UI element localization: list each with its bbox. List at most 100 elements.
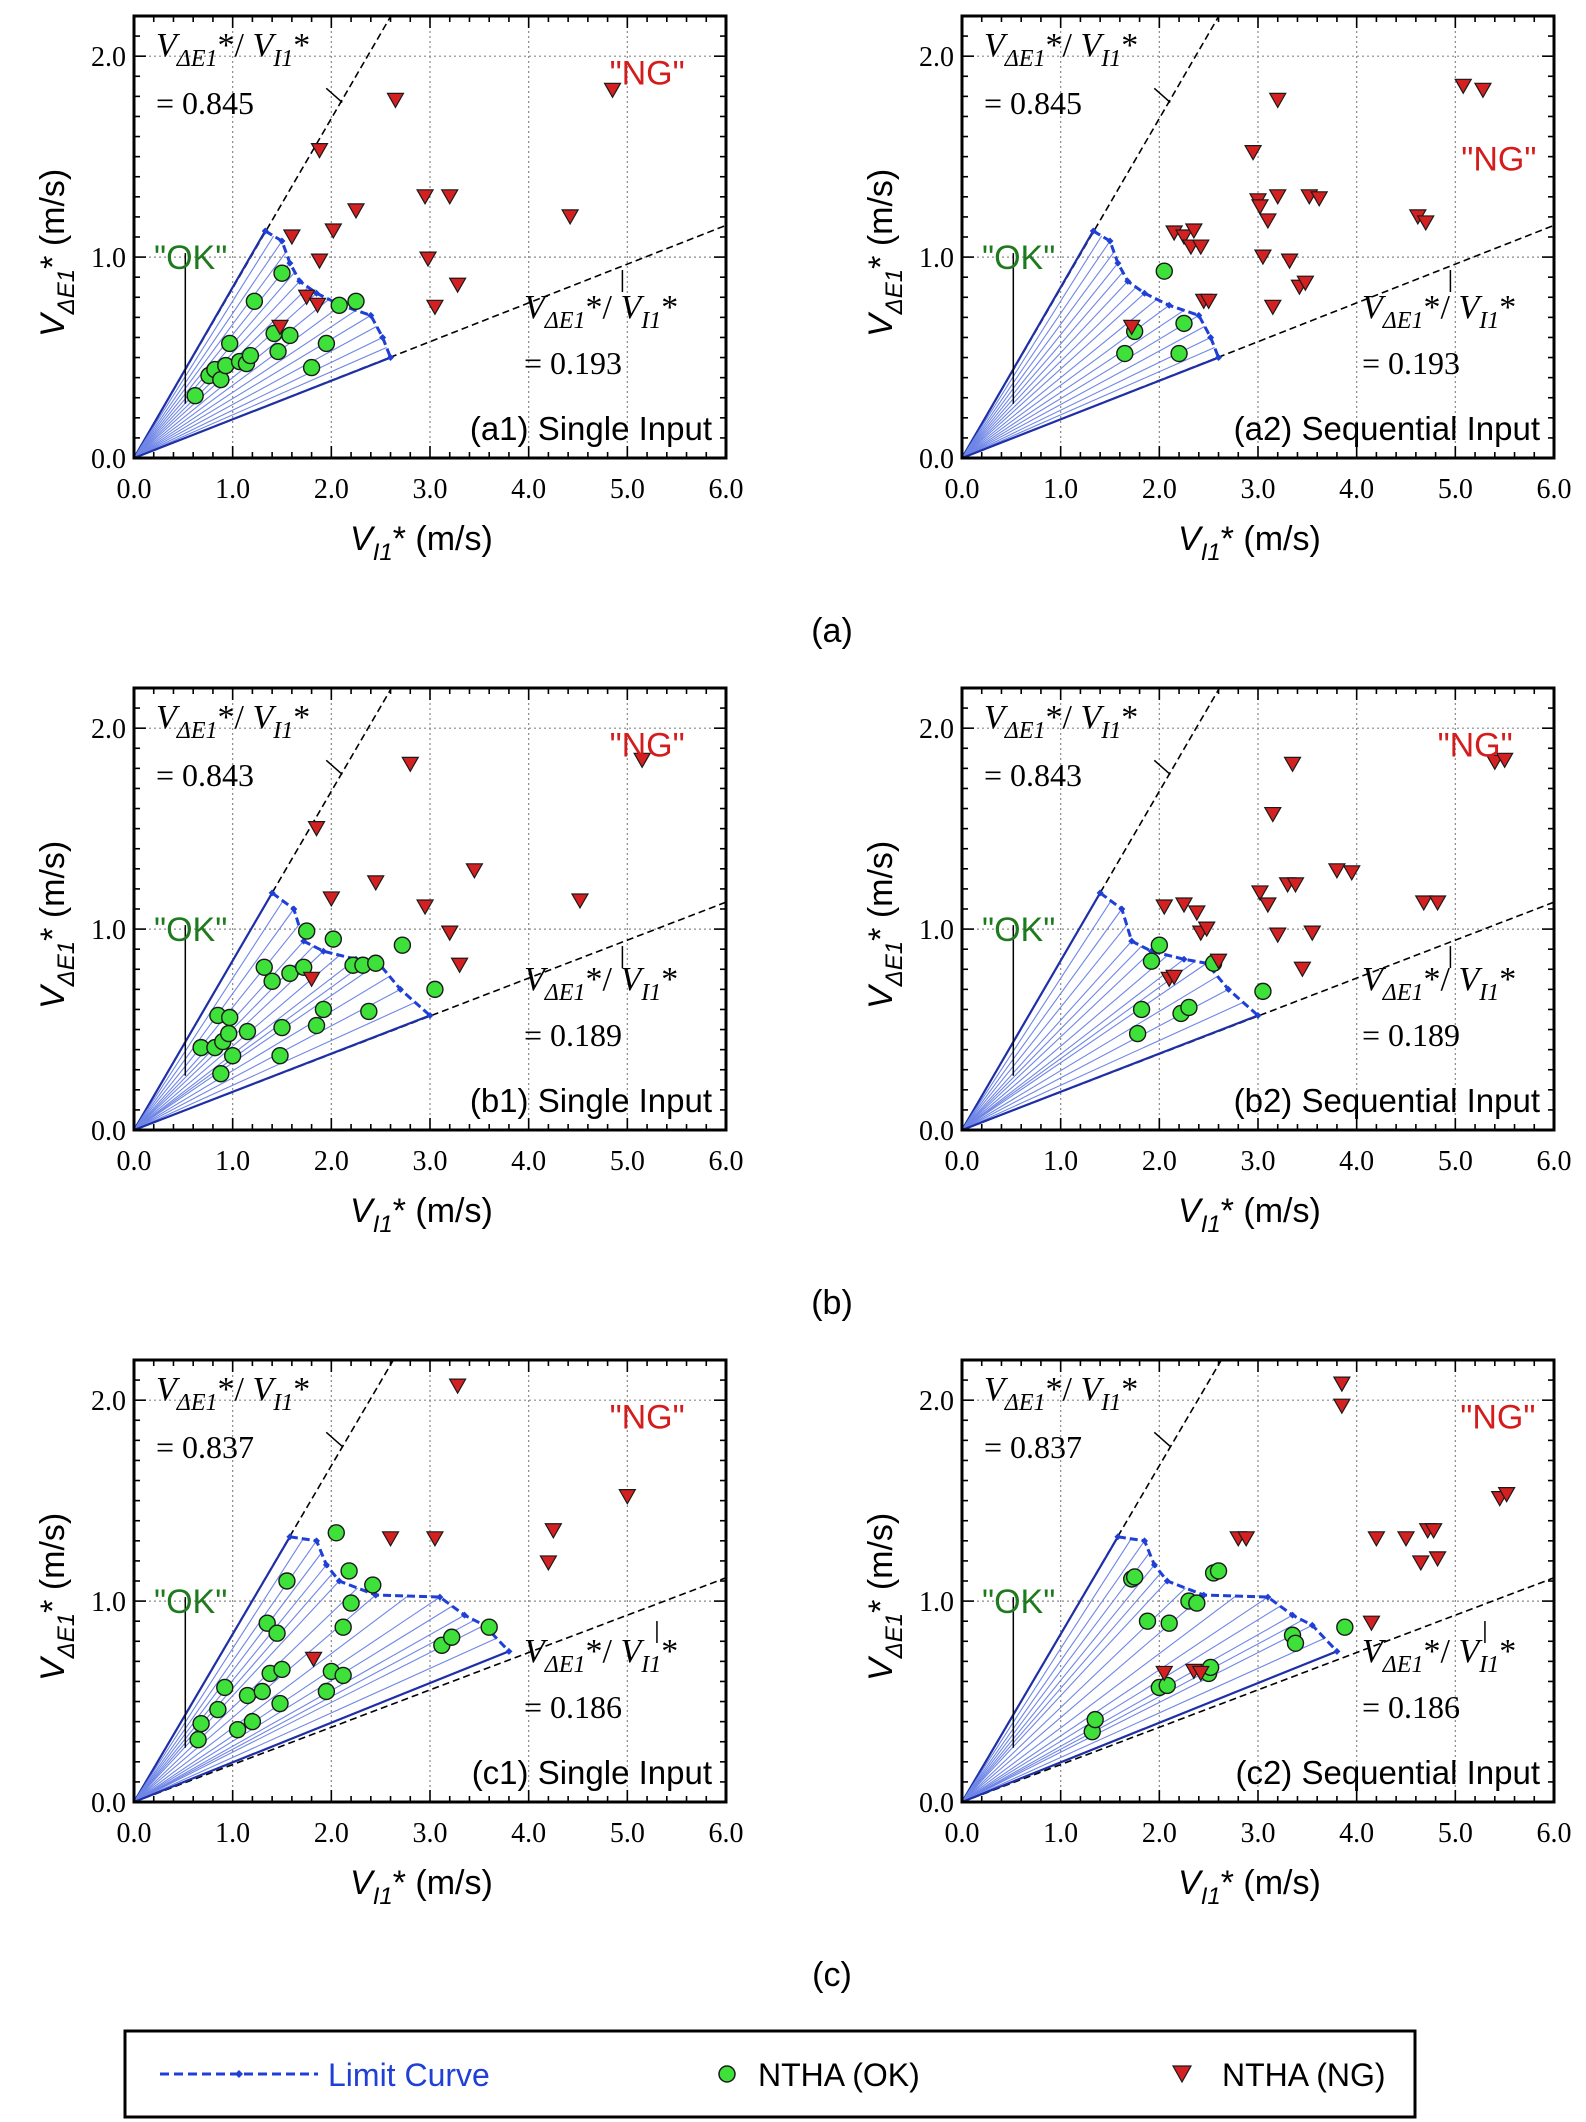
upper-ratio-pointer [1153,87,1171,103]
ticks [133,1359,727,1803]
ng-point [1155,1665,1174,1682]
upper-ratio-label: VΔE1*/ VI1* [984,699,1138,744]
fan-line [962,286,1137,458]
ok-point [393,936,412,954]
limit-curve-marker [268,889,276,897]
fan-line [134,954,341,1130]
ok-point [241,346,260,365]
ok-point [192,1714,210,1733]
fan-line [962,298,1158,458]
ok-point [223,1046,242,1065]
x-tick-label: 6.0 [1537,1818,1572,1849]
ng-point [1187,905,1206,922]
fan-line [134,325,377,458]
fan-line [962,336,1211,458]
ng-point [570,893,590,910]
ng-point [1396,1531,1416,1548]
fan-line [962,1014,1259,1130]
panel-title-b2: (b2) Sequential Input [1234,1082,1540,1119]
x-tick-label: 4.0 [1339,474,1374,505]
y-tick-label: 2.0 [919,714,954,745]
ok-point [314,1000,333,1019]
limit-curve-marker [461,1611,469,1619]
ng-point [1191,1665,1210,1682]
x-tick-label: 5.0 [1438,1146,1473,1177]
upper-ratio-label: VΔE1*/ VI1* [156,699,310,744]
fan-line [134,962,380,1130]
y-tick-label: 2.0 [91,714,126,745]
fan-line [962,945,1142,1130]
x-tick-label: 2.0 [314,1146,349,1177]
ok-point [221,334,239,353]
fan-line [962,950,1152,1130]
ng-point [308,297,327,314]
ok-point [243,1712,262,1731]
ng-point [416,899,435,916]
fan-line [134,960,368,1130]
ng-point [1293,961,1312,978]
fan-line [962,962,1208,1130]
limit-curve-marker [505,1647,513,1655]
ng-point [1497,1487,1516,1503]
ng-point [1184,223,1203,240]
fan-line [962,1572,1162,1802]
fan-line [134,924,300,1130]
ng-label: "NG" [610,726,685,764]
ok-point [1116,344,1134,363]
x-tick-label: 3.0 [413,1146,448,1177]
limit-curve-marker [1114,259,1122,267]
x-tick-label: 3.0 [1241,1818,1276,1849]
fan-line [134,1595,409,1802]
limit-curve-marker [1180,955,1188,963]
grid-c1 [134,1360,726,1802]
fan-line [134,1624,485,1802]
fan-line [134,336,383,458]
ng-point [1473,82,1492,99]
ng-point [1165,969,1184,986]
lower-ratio-line [962,224,1554,458]
fan-line [962,975,1218,1130]
ng-point [1495,752,1514,769]
x-tick-label: 1.0 [1043,1818,1078,1849]
ok-point [273,1660,291,1679]
upper-ratio-pointer [325,759,343,775]
limit-curve-marker [1089,227,1097,235]
ng-point [1174,229,1194,246]
x-tick-label: 3.0 [1241,474,1276,505]
ok-point [1086,1710,1104,1729]
ng-label: "NG" [610,1398,685,1436]
ticks [961,687,1555,1131]
fan-line [134,356,391,458]
ng-point [1280,253,1299,270]
limit-curve-marker [1128,937,1136,945]
fan-line [134,1538,304,1802]
fan-line [962,240,1111,458]
ok-point [1150,936,1169,954]
ng-point [1209,953,1228,970]
fan-line [962,1650,1338,1802]
fan-line [962,314,1200,458]
limit-curve-marker [1165,301,1173,309]
ok-point [1158,1676,1176,1695]
ok-point [269,342,287,361]
fan-line [962,1614,1293,1802]
ok-point [273,264,291,282]
x-tick-label: 6.0 [1537,1146,1572,1177]
plot-area-c1 [134,1360,726,1802]
ok-point [342,1594,360,1612]
fan-line [962,908,1123,1130]
legend-ok-marker [718,2065,736,2083]
lower-ratio-value: = 0.193 [1362,345,1460,381]
y-tick-label: 2.0 [919,42,954,73]
limit-curve-marker [372,1591,380,1599]
fan-line [962,230,1095,458]
limit-curve-marker [1124,277,1132,285]
ng-point [1250,885,1270,902]
ng-point [282,229,301,246]
ng-point [1411,1555,1430,1572]
y-tick-label: 2.0 [91,42,126,73]
x-tick-label: 0.0 [117,474,152,505]
ok-point [347,292,365,310]
limit-curve-marker [436,1593,444,1601]
